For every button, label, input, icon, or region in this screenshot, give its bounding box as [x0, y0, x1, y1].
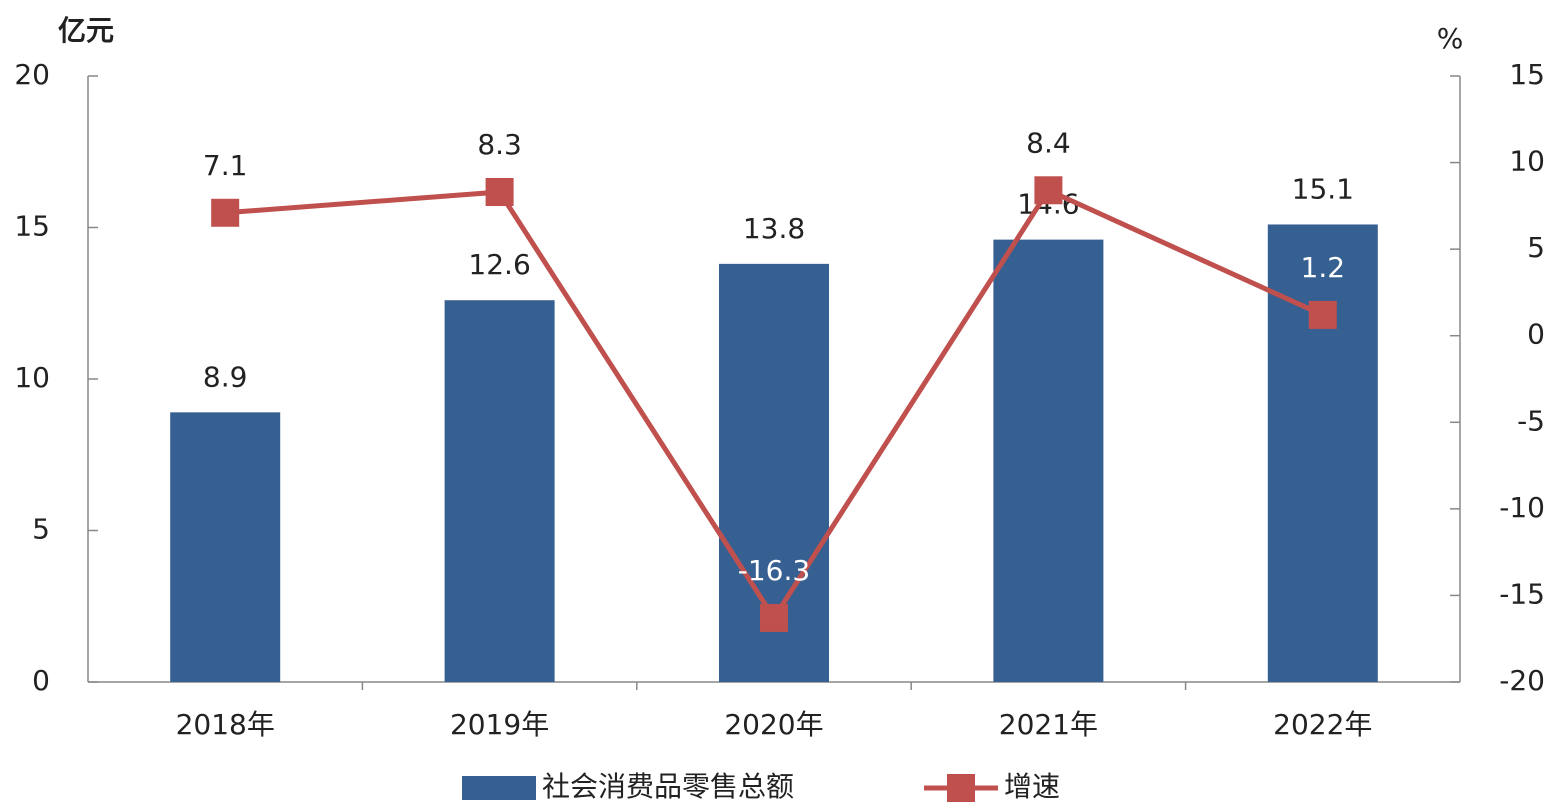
- bar: [170, 412, 281, 682]
- line-marker: [211, 198, 240, 227]
- bar-value-label: 12.6: [468, 248, 530, 281]
- y-tick-label: 15: [14, 210, 50, 243]
- legend-swatch: [947, 774, 975, 802]
- y2-tick-label: -10: [1499, 491, 1545, 524]
- x-tick-label: 2018年: [176, 708, 275, 741]
- y2-tick-label: 0: [1527, 318, 1545, 351]
- y2-tick-label: -15: [1499, 577, 1545, 610]
- y-tick-label: 0: [32, 664, 50, 697]
- x-tick-label: 2020年: [724, 708, 823, 741]
- y-tick-label: 10: [14, 361, 50, 394]
- y2-tick-label: -20: [1499, 664, 1545, 697]
- legend-label: 社会消费品零售总额: [542, 770, 794, 803]
- line-marker: [1034, 176, 1063, 205]
- line-value-label: 1.2: [1301, 251, 1346, 284]
- bar-value-label: 15.1: [1292, 172, 1354, 205]
- line-value-label: 7.1: [203, 149, 248, 182]
- bar: [993, 239, 1104, 682]
- y2-tick-label: 5: [1527, 231, 1545, 264]
- y-tick-label: 5: [32, 513, 50, 546]
- line-value-label: 8.3: [477, 128, 522, 161]
- line-value-label: 8.4: [1026, 126, 1071, 159]
- legend-label: 增速: [1004, 770, 1060, 803]
- bar: [1267, 224, 1378, 682]
- y-tick-label: 20: [14, 58, 50, 91]
- x-tick-label: 2022年: [1273, 708, 1372, 741]
- x-tick-label: 2019年: [450, 708, 549, 741]
- bar: [444, 300, 555, 682]
- line-marker: [760, 603, 788, 632]
- line-marker: [485, 178, 514, 207]
- y2-tick-label: 10: [1509, 145, 1545, 178]
- y2-tick-label: 15: [1509, 58, 1545, 91]
- bar-value-label: 13.8: [743, 212, 805, 245]
- bar-value-label: 8.9: [203, 360, 248, 393]
- x-tick-label: 2021年: [999, 708, 1098, 741]
- y2-axis-title: %: [1437, 22, 1464, 55]
- legend-swatch: [462, 776, 536, 800]
- y2-tick-label: -5: [1517, 404, 1545, 437]
- line-marker: [1308, 300, 1337, 329]
- line-value-label: -16.3: [738, 554, 810, 587]
- y-axis-title: 亿元: [58, 14, 114, 47]
